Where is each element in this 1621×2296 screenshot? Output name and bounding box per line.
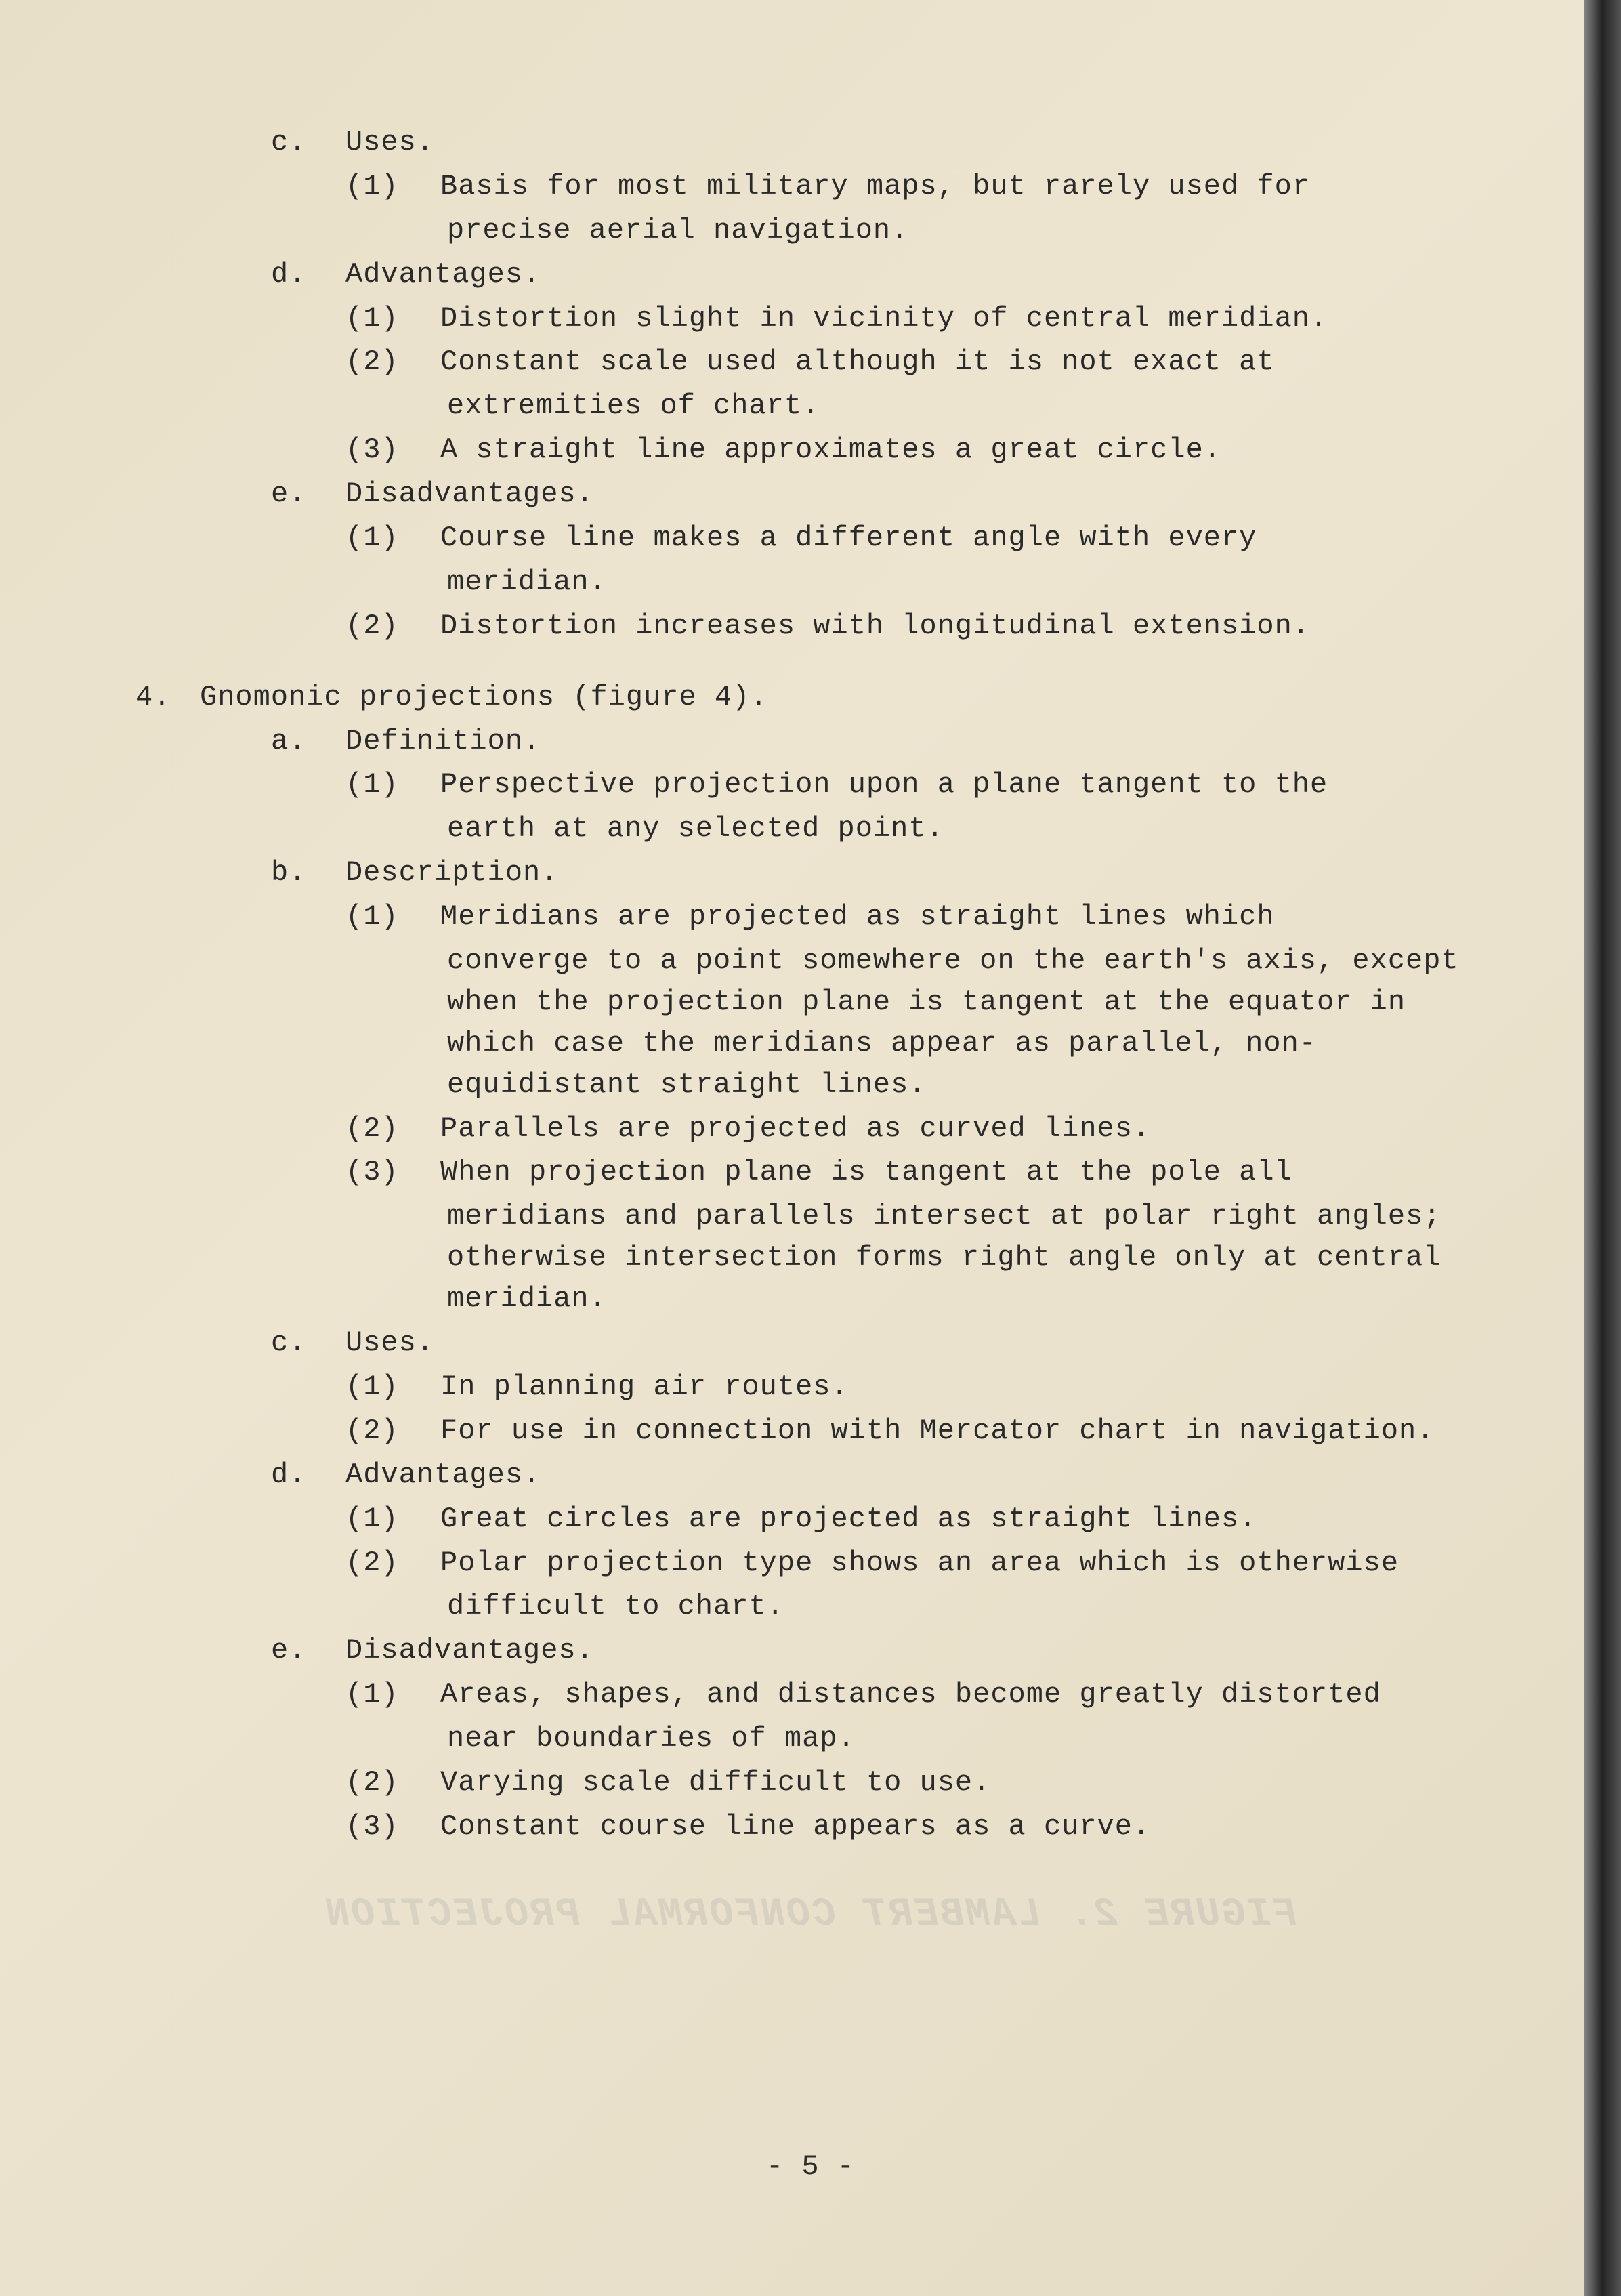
item-marker: (2)	[345, 1543, 440, 1584]
item-marker: (1)	[345, 1499, 440, 1540]
list-item: (2) For use in connection with Mercator …	[345, 1411, 1499, 1452]
item-text: difficult to chart.	[447, 1586, 1499, 1627]
item-heading: Disadvantages.	[345, 1630, 1499, 1671]
item-text: precise aerial navigation.	[447, 210, 1499, 251]
item-marker: c.	[271, 1322, 345, 1364]
list-item: (2) Polar projection type shows an area …	[345, 1543, 1499, 1584]
item-marker: (2)	[345, 606, 440, 647]
list-item: e. Disadvantages.	[271, 1630, 1499, 1671]
item-marker: d.	[271, 1455, 345, 1496]
item-text: For use in connection with Mercator char…	[440, 1411, 1499, 1452]
item-text: Parallels are projected as curved lines.	[440, 1108, 1499, 1150]
item-marker: (3)	[345, 430, 440, 471]
item-marker: e.	[271, 474, 345, 515]
bleed-through-text: FIGURE 2. LAMBERT CONFORMAL PROJECTION	[0, 1887, 1621, 1944]
item-text: Varying scale difficult to use.	[440, 1762, 1499, 1803]
item-marker: (2)	[345, 1411, 440, 1452]
item-marker: b.	[271, 852, 345, 894]
item-text: extremities of chart.	[447, 385, 1499, 427]
document-page: c. Uses. (1) Basis for most military map…	[0, 0, 1621, 2296]
item-marker: (2)	[345, 1762, 440, 1803]
section-heading: 4. Gnomonic projections (figure 4).	[135, 677, 1499, 718]
list-item: d. Advantages.	[271, 1455, 1499, 1496]
item-heading: Uses.	[345, 122, 1499, 163]
item-text: converge to a point somewhere on the ear…	[447, 940, 1499, 1106]
list-item: d. Advantages.	[271, 254, 1499, 295]
item-marker: (1)	[345, 1366, 440, 1408]
list-item: (2) Distortion increases with longitudin…	[345, 606, 1499, 647]
item-marker: (1)	[345, 1674, 440, 1715]
list-item: (2) Constant scale used although it is n…	[345, 341, 1499, 383]
item-text: Distortion slight in vicinity of central…	[440, 298, 1499, 339]
item-marker: c.	[271, 122, 345, 163]
item-text: Perspective projection upon a plane tang…	[440, 764, 1499, 806]
page-number: - 5 -	[0, 2146, 1621, 2188]
list-item: c. Uses.	[271, 122, 1499, 163]
list-item: (3) A straight line approximates a great…	[345, 430, 1499, 471]
item-text: meridians and parallels intersect at pol…	[447, 1196, 1499, 1320]
item-marker: d.	[271, 254, 345, 295]
item-text: Course line makes a different angle with…	[440, 518, 1499, 559]
item-text: Distortion increases with longitudinal e…	[440, 606, 1499, 647]
item-marker: (1)	[345, 518, 440, 559]
list-item: e. Disadvantages.	[271, 474, 1499, 515]
item-text: Meridians are projected as straight line…	[440, 896, 1499, 938]
list-item: (1) Areas, shapes, and distances become …	[345, 1674, 1499, 1715]
item-marker: e.	[271, 1630, 345, 1671]
list-item: (2) Varying scale difficult to use.	[345, 1762, 1499, 1803]
list-item-continuation: difficult to chart.	[447, 1586, 1499, 1627]
item-text: In planning air routes.	[440, 1366, 1499, 1408]
list-item-continuation: earth at any selected point.	[447, 808, 1499, 850]
binding-edge	[1584, 0, 1621, 2296]
item-heading: Uses.	[345, 1322, 1499, 1364]
item-marker: (2)	[345, 341, 440, 383]
item-text: meridian.	[447, 562, 1499, 603]
item-text: Constant course line appears as a curve.	[440, 1806, 1499, 1848]
list-item-continuation: precise aerial navigation.	[447, 210, 1499, 251]
list-item: (2) Parallels are projected as curved li…	[345, 1108, 1499, 1150]
item-text: near boundaries of map.	[447, 1718, 1499, 1759]
item-heading: Disadvantages.	[345, 474, 1499, 515]
item-heading: Advantages.	[345, 254, 1499, 295]
list-item-continuation: converge to a point somewhere on the ear…	[447, 940, 1499, 1106]
list-item: (1) Meridians are projected as straight …	[345, 896, 1499, 938]
item-text: Areas, shapes, and distances become grea…	[440, 1674, 1499, 1715]
list-item: (1) Course line makes a different angle …	[345, 518, 1499, 559]
item-marker: a.	[271, 721, 345, 762]
item-text: Great circles are projected as straight …	[440, 1499, 1499, 1540]
list-item: (1) In planning air routes.	[345, 1366, 1499, 1408]
item-marker: (1)	[345, 764, 440, 806]
item-marker: (2)	[345, 1108, 440, 1150]
list-item: (3) Constant course line appears as a cu…	[345, 1806, 1499, 1848]
item-text: earth at any selected point.	[447, 808, 1499, 850]
list-item: (1) Perspective projection upon a plane …	[345, 764, 1499, 806]
item-text: Constant scale used although it is not e…	[440, 341, 1499, 383]
list-item: b. Description.	[271, 852, 1499, 894]
item-heading: Definition.	[345, 721, 1499, 762]
list-item: (1) Basis for most military maps, but ra…	[345, 166, 1499, 207]
list-item-continuation: extremities of chart.	[447, 385, 1499, 427]
list-item-continuation: meridians and parallels intersect at pol…	[447, 1196, 1499, 1320]
item-text: Polar projection type shows an area whic…	[440, 1543, 1499, 1584]
list-item-continuation: meridian.	[447, 562, 1499, 603]
section-title: Gnomonic projections (figure 4).	[200, 677, 1499, 718]
list-item: (3) When projection plane is tangent at …	[345, 1152, 1499, 1193]
item-text: When projection plane is tangent at the …	[440, 1152, 1499, 1193]
list-item: a. Definition.	[271, 721, 1499, 762]
item-marker: (1)	[345, 166, 440, 207]
list-item-continuation: near boundaries of map.	[447, 1718, 1499, 1759]
item-marker: (3)	[345, 1806, 440, 1848]
section-marker: 4.	[135, 677, 200, 718]
item-heading: Description.	[345, 852, 1499, 894]
item-marker: (3)	[345, 1152, 440, 1193]
list-item: (1) Distortion slight in vicinity of cen…	[345, 298, 1499, 339]
page-content: c. Uses. (1) Basis for most military map…	[135, 122, 1499, 1848]
item-marker: (1)	[345, 298, 440, 339]
list-item: c. Uses.	[271, 1322, 1499, 1364]
item-text: A straight line approximates a great cir…	[440, 430, 1499, 471]
list-item: (1) Great circles are projected as strai…	[345, 1499, 1499, 1540]
item-text: Basis for most military maps, but rarely…	[440, 166, 1499, 207]
item-marker: (1)	[345, 896, 440, 938]
item-heading: Advantages.	[345, 1455, 1499, 1496]
